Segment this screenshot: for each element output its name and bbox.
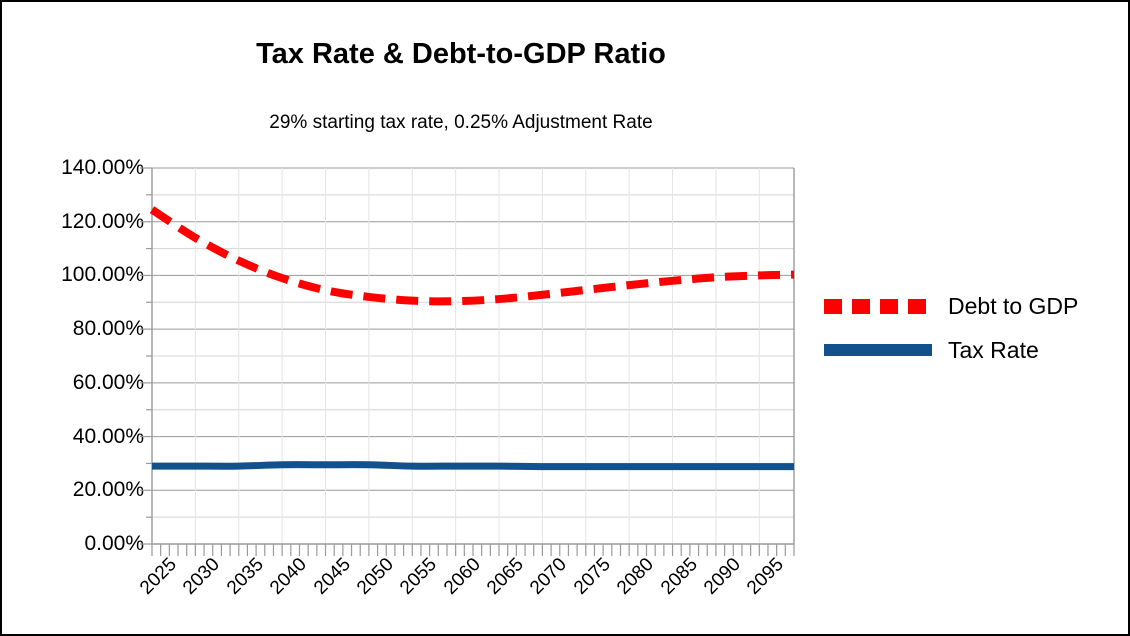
legend-label-debt-to-gdp: Debt to GDP xyxy=(948,292,1079,319)
legend-label-tax-rate: Tax Rate xyxy=(948,336,1039,363)
chart-subtitle: 29% starting tax rate, 0.25% Adjustment … xyxy=(269,112,653,133)
y-axis-tick-label: 100.00% xyxy=(61,263,144,287)
chart-legend: Debt to GDP Tax Rate xyxy=(824,284,1124,372)
y-axis-tick-label: 40.00% xyxy=(72,424,144,448)
y-axis-tick-label: 120.00% xyxy=(61,209,144,233)
legend-item-debt-to-gdp[interactable]: Debt to GDP xyxy=(824,284,1124,328)
y-axis-tick-labels: 0.00% 20.00% 40.00% 60.00% 80.00% 100.00% 120.… xyxy=(18,2,144,634)
y-axis-tick-label: 140.00% xyxy=(61,156,144,179)
y-axis-tick-label: 80.00% xyxy=(72,317,144,341)
y-axis-tick-label: 20.00% xyxy=(72,478,144,502)
legend-item-tax-rate[interactable]: Tax Rate xyxy=(824,328,1124,372)
y-axis-tick-label: 60.00% xyxy=(72,370,144,394)
legend-swatch-debt-to-gdp xyxy=(824,298,932,314)
chart-title: Tax Rate & Debt-to-GDP Ratio xyxy=(256,38,666,70)
legend-swatch-tax-rate xyxy=(824,344,932,356)
y-axis-tick-label: 0.00% xyxy=(84,532,144,555)
